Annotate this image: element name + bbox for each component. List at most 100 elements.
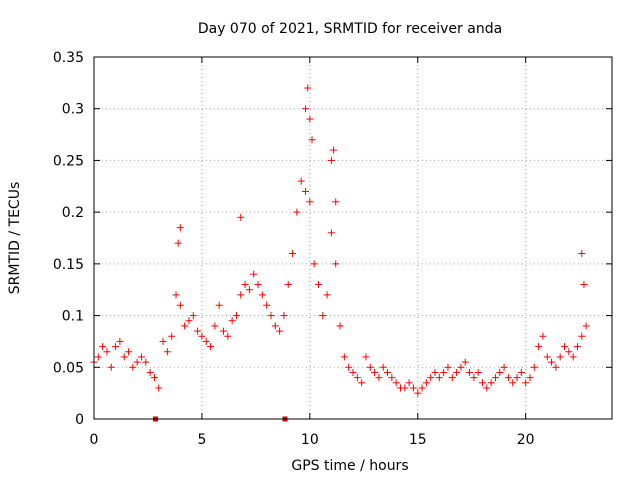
data-point <box>99 343 107 351</box>
data-point <box>474 368 482 376</box>
y-tick-label: 0.25 <box>53 153 84 169</box>
data-point <box>401 384 409 392</box>
data-point <box>280 312 288 320</box>
data-point <box>358 379 366 387</box>
y-tick-label: 0.15 <box>53 257 84 273</box>
data-point <box>552 363 560 371</box>
data-point <box>163 348 171 356</box>
data-point <box>535 343 543 351</box>
data-point <box>304 84 312 92</box>
data-point <box>479 379 486 387</box>
data-point <box>491 374 499 382</box>
data-point <box>228 317 236 325</box>
data-point <box>496 368 504 376</box>
x-tick-label: 0 <box>90 432 99 448</box>
data-point <box>308 136 316 144</box>
data-point <box>444 363 452 371</box>
y-tick-label: 0.1 <box>62 309 84 325</box>
data-point <box>267 312 275 320</box>
data-point <box>500 363 508 371</box>
x-tick-label: 10 <box>301 432 319 448</box>
data-point <box>276 327 284 335</box>
data-point <box>569 353 577 361</box>
data-point <box>237 213 245 221</box>
data-point <box>543 353 551 361</box>
y-axis-label: SRMTID / TECUs <box>7 182 23 295</box>
data-point <box>198 332 206 340</box>
data-point <box>146 368 154 376</box>
data-point <box>94 353 102 361</box>
y-tick-label: 0.05 <box>53 360 84 376</box>
data-point <box>435 374 443 382</box>
x-tick-label: 5 <box>197 432 206 448</box>
data-point <box>526 374 534 382</box>
data-point <box>133 358 141 366</box>
data-point <box>388 374 396 382</box>
data-point <box>392 379 400 387</box>
data-point <box>211 322 219 330</box>
data-point <box>314 281 322 289</box>
data-point <box>561 343 569 351</box>
data-point <box>573 343 581 351</box>
data-point <box>215 301 223 309</box>
data-point <box>310 260 318 268</box>
data-point <box>384 368 392 376</box>
data-point <box>103 348 111 356</box>
data-point <box>254 281 262 289</box>
data-point <box>112 343 120 351</box>
data-point <box>232 312 240 320</box>
data-point <box>155 384 163 392</box>
data-point <box>241 281 249 289</box>
y-tick-label: 0.35 <box>53 50 84 66</box>
data-point <box>189 312 197 320</box>
data-point <box>129 363 137 371</box>
data-point <box>345 363 353 371</box>
data-point <box>366 363 374 371</box>
data-point <box>302 187 310 195</box>
data-point <box>332 198 340 206</box>
data-point <box>466 368 474 376</box>
data-point <box>362 353 370 361</box>
plot-frame <box>93 56 613 420</box>
data-point <box>409 384 417 392</box>
data-point <box>172 291 180 299</box>
x-tick-label: 20 <box>517 432 535 448</box>
data-point <box>319 312 327 320</box>
data-point <box>116 337 124 345</box>
data-point <box>142 358 150 366</box>
data-point <box>461 358 469 366</box>
y-tick-label: 0 <box>75 412 84 428</box>
y-tick-label: 0.3 <box>62 102 84 118</box>
data-point <box>220 327 227 335</box>
data-point <box>150 374 158 382</box>
data-point <box>504 374 512 382</box>
data-point <box>250 270 258 278</box>
data-point <box>194 327 202 335</box>
data-point <box>422 379 430 387</box>
data-point <box>289 250 297 258</box>
data-point <box>427 374 435 382</box>
data-point <box>340 353 348 361</box>
data-point <box>580 281 588 289</box>
data-point <box>509 379 517 387</box>
data-point <box>375 374 383 382</box>
data-point <box>185 317 193 325</box>
data-point <box>522 379 530 387</box>
data-point <box>556 353 564 361</box>
data-point <box>107 363 115 371</box>
data-point <box>565 348 573 356</box>
data-point <box>207 343 215 351</box>
data-point <box>263 301 271 309</box>
data-point <box>414 389 422 397</box>
data-point <box>379 363 387 371</box>
data-point <box>306 198 314 206</box>
data-point <box>548 358 556 366</box>
data-point <box>327 229 335 237</box>
data-point <box>330 146 338 154</box>
data-point <box>224 332 232 340</box>
x-tick-label: 15 <box>409 432 427 448</box>
data-point <box>293 208 301 216</box>
x-axis-label: GPS time / hours <box>291 458 408 474</box>
data-point <box>349 368 357 376</box>
data-point <box>159 337 167 345</box>
